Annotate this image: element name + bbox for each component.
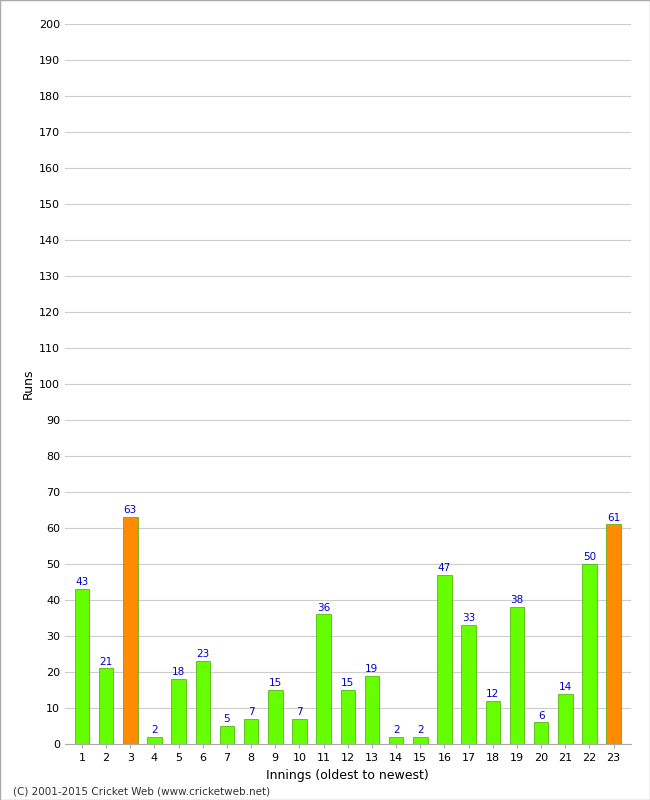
Text: 2: 2 [151, 725, 158, 735]
Bar [510, 607, 524, 744]
Bar [462, 626, 476, 744]
Text: 23: 23 [196, 650, 209, 659]
Bar [413, 737, 428, 744]
Text: 33: 33 [462, 614, 475, 623]
Text: 36: 36 [317, 602, 330, 613]
Bar [486, 701, 500, 744]
Y-axis label: Runs: Runs [22, 369, 35, 399]
Bar [75, 589, 89, 744]
Bar [437, 574, 452, 744]
Text: 50: 50 [583, 552, 596, 562]
Text: 12: 12 [486, 689, 499, 699]
Text: 38: 38 [510, 595, 523, 606]
Bar [99, 668, 113, 744]
Bar [317, 614, 331, 744]
Text: 15: 15 [341, 678, 354, 688]
Bar [365, 675, 379, 744]
Bar [123, 517, 138, 744]
Text: 63: 63 [124, 506, 137, 515]
Text: 15: 15 [268, 678, 282, 688]
Bar [244, 718, 258, 744]
Bar [558, 694, 573, 744]
Text: 2: 2 [393, 725, 399, 735]
Text: 14: 14 [558, 682, 572, 692]
Text: 7: 7 [296, 707, 303, 717]
Bar [389, 737, 404, 744]
Text: (C) 2001-2015 Cricket Web (www.cricketweb.net): (C) 2001-2015 Cricket Web (www.cricketwe… [13, 786, 270, 796]
Bar [196, 661, 210, 744]
X-axis label: Innings (oldest to newest): Innings (oldest to newest) [266, 769, 429, 782]
Text: 19: 19 [365, 664, 378, 674]
Text: 18: 18 [172, 667, 185, 678]
Text: 47: 47 [438, 563, 451, 573]
Bar [534, 722, 549, 744]
Bar [220, 726, 234, 744]
Text: 6: 6 [538, 710, 545, 721]
Bar [172, 679, 186, 744]
Bar [147, 737, 162, 744]
Bar [341, 690, 355, 744]
Bar [268, 690, 283, 744]
Bar [582, 564, 597, 744]
Text: 7: 7 [248, 707, 254, 717]
Bar [606, 525, 621, 744]
Bar [292, 718, 307, 744]
Text: 43: 43 [75, 578, 88, 587]
Text: 21: 21 [99, 657, 112, 666]
Text: 5: 5 [224, 714, 230, 724]
Text: 2: 2 [417, 725, 424, 735]
Text: 61: 61 [607, 513, 620, 522]
